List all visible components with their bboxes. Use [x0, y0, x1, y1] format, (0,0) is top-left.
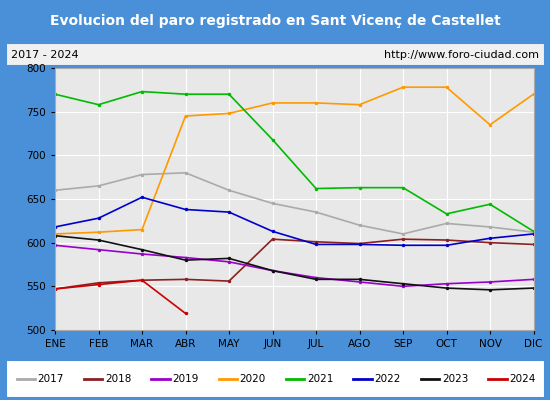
Text: 2019: 2019 — [172, 374, 199, 384]
Text: http://www.foro-ciudad.com: http://www.foro-ciudad.com — [384, 50, 539, 60]
Text: 2018: 2018 — [105, 374, 131, 384]
Text: 2017 - 2024: 2017 - 2024 — [11, 50, 79, 60]
Text: 2023: 2023 — [442, 374, 468, 384]
Text: Evolucion del paro registrado en Sant Vicenç de Castellet: Evolucion del paro registrado en Sant Vi… — [50, 14, 501, 28]
Text: 2020: 2020 — [240, 374, 266, 384]
Text: 2017: 2017 — [37, 374, 64, 384]
Text: 2021: 2021 — [307, 374, 333, 384]
Text: 2022: 2022 — [375, 374, 401, 384]
Text: 2024: 2024 — [509, 374, 536, 384]
